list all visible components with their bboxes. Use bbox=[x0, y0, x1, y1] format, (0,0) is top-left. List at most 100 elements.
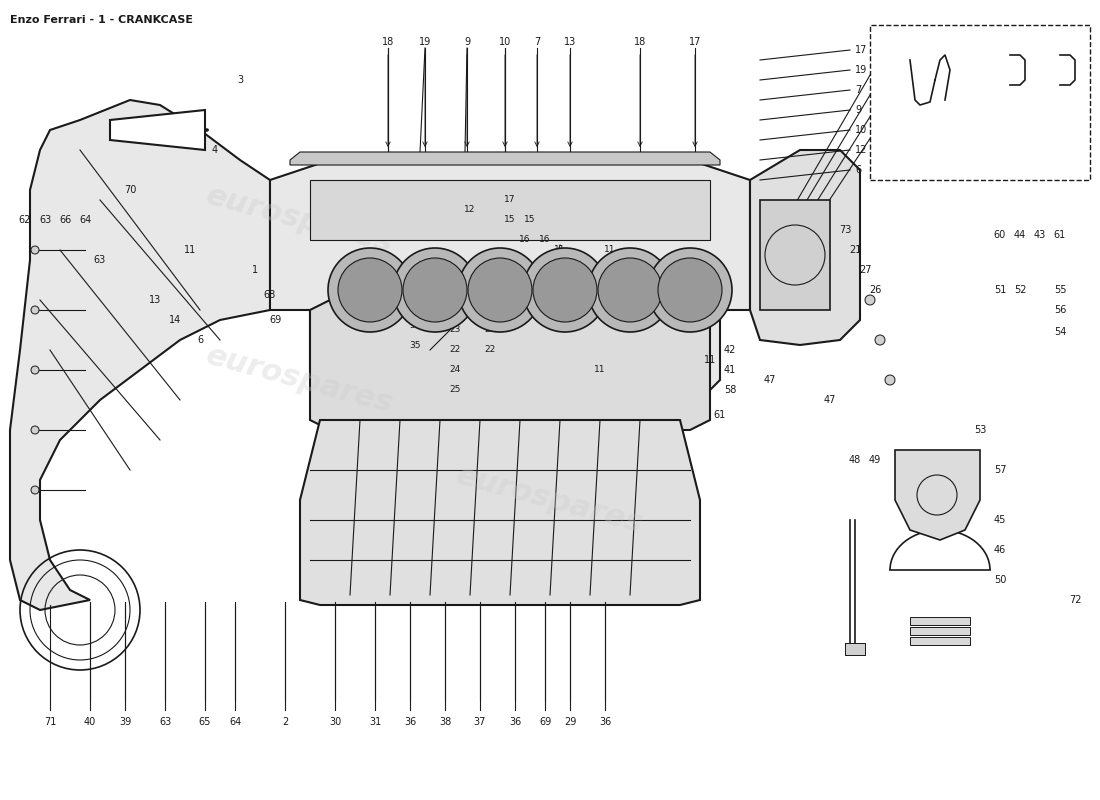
Text: 7: 7 bbox=[534, 37, 540, 47]
Text: 60: 60 bbox=[994, 230, 1006, 240]
Text: 52: 52 bbox=[1014, 285, 1026, 295]
Text: 47: 47 bbox=[763, 375, 777, 385]
Text: 31: 31 bbox=[368, 717, 381, 727]
Circle shape bbox=[865, 295, 874, 305]
Text: 30: 30 bbox=[329, 717, 341, 727]
Text: 21: 21 bbox=[883, 85, 895, 95]
Text: 62: 62 bbox=[19, 215, 31, 225]
Text: 71: 71 bbox=[44, 717, 56, 727]
Polygon shape bbox=[750, 150, 860, 345]
Text: 9: 9 bbox=[855, 105, 861, 115]
Text: 20: 20 bbox=[1014, 35, 1026, 45]
Text: 34: 34 bbox=[409, 321, 420, 330]
Text: 72: 72 bbox=[1069, 595, 1081, 605]
Text: 49: 49 bbox=[869, 455, 881, 465]
Text: 32: 32 bbox=[409, 255, 420, 265]
Circle shape bbox=[338, 258, 402, 322]
Text: 24: 24 bbox=[450, 366, 461, 374]
Circle shape bbox=[31, 486, 38, 494]
Text: Vedi Tav. 101
See Tab. 101: Vedi Tav. 101 See Tab. 101 bbox=[980, 110, 1057, 130]
Text: 36: 36 bbox=[598, 717, 612, 727]
Text: 15: 15 bbox=[525, 215, 536, 225]
Text: 13: 13 bbox=[564, 37, 576, 47]
Text: 73: 73 bbox=[839, 225, 851, 235]
Text: eurospares: eurospares bbox=[204, 341, 397, 419]
Polygon shape bbox=[300, 420, 700, 605]
Text: 45: 45 bbox=[993, 515, 1007, 525]
Text: 40: 40 bbox=[84, 717, 96, 727]
Polygon shape bbox=[10, 100, 269, 610]
Text: 54: 54 bbox=[1054, 327, 1066, 337]
Circle shape bbox=[598, 258, 662, 322]
Polygon shape bbox=[110, 110, 205, 150]
Bar bbox=[910, 637, 970, 645]
Text: 38: 38 bbox=[439, 717, 451, 727]
Text: 37: 37 bbox=[474, 717, 486, 727]
Text: 42: 42 bbox=[724, 345, 736, 355]
Text: 36: 36 bbox=[509, 717, 521, 727]
Text: 27: 27 bbox=[859, 265, 871, 275]
Text: Enzo Ferrari - 1 - CRANKCASE: Enzo Ferrari - 1 - CRANKCASE bbox=[10, 15, 192, 25]
Bar bbox=[845, 643, 865, 655]
Circle shape bbox=[886, 375, 895, 385]
Polygon shape bbox=[310, 180, 710, 240]
Text: 16: 16 bbox=[519, 235, 530, 245]
Text: 29: 29 bbox=[564, 717, 576, 727]
Polygon shape bbox=[290, 152, 720, 165]
Text: 12: 12 bbox=[855, 145, 868, 155]
Text: 36: 36 bbox=[404, 717, 416, 727]
Text: 57: 57 bbox=[993, 465, 1007, 475]
Text: 1: 1 bbox=[252, 265, 258, 275]
Text: 11: 11 bbox=[184, 245, 196, 255]
Text: 21: 21 bbox=[849, 245, 861, 255]
Text: 65: 65 bbox=[199, 717, 211, 727]
Text: 61: 61 bbox=[1054, 230, 1066, 240]
Text: 41: 41 bbox=[724, 365, 736, 375]
Text: 14: 14 bbox=[169, 315, 182, 325]
Text: 50: 50 bbox=[993, 575, 1007, 585]
Circle shape bbox=[31, 306, 38, 314]
Bar bbox=[910, 617, 970, 625]
Circle shape bbox=[522, 248, 607, 332]
Text: 11: 11 bbox=[554, 246, 565, 254]
Circle shape bbox=[31, 246, 38, 254]
Text: 11: 11 bbox=[604, 246, 616, 254]
Bar bbox=[760, 200, 830, 310]
Text: 4: 4 bbox=[212, 145, 218, 155]
Text: 69: 69 bbox=[268, 315, 282, 325]
Text: 68: 68 bbox=[264, 290, 276, 300]
Text: 26: 26 bbox=[883, 129, 895, 139]
Text: 23: 23 bbox=[449, 326, 461, 334]
Circle shape bbox=[328, 248, 412, 332]
Circle shape bbox=[648, 248, 732, 332]
Text: 73: 73 bbox=[883, 65, 895, 75]
Text: eurospares: eurospares bbox=[204, 181, 397, 259]
Text: 3: 3 bbox=[236, 75, 243, 85]
Text: 46: 46 bbox=[994, 545, 1006, 555]
Text: 2: 2 bbox=[282, 717, 288, 727]
Text: 27: 27 bbox=[883, 107, 895, 117]
Text: 43: 43 bbox=[1034, 230, 1046, 240]
Polygon shape bbox=[270, 160, 750, 410]
Text: 22: 22 bbox=[484, 346, 496, 354]
Text: 22: 22 bbox=[450, 346, 461, 354]
Bar bbox=[845, 643, 865, 655]
Text: 11: 11 bbox=[704, 355, 716, 365]
Circle shape bbox=[468, 258, 532, 322]
Circle shape bbox=[458, 248, 542, 332]
Circle shape bbox=[588, 248, 672, 332]
Text: 23: 23 bbox=[484, 326, 496, 334]
Text: 58: 58 bbox=[724, 385, 736, 395]
Text: 55: 55 bbox=[1054, 285, 1066, 295]
Text: 18: 18 bbox=[382, 37, 394, 47]
Text: 19: 19 bbox=[419, 37, 431, 47]
Text: 64: 64 bbox=[79, 215, 91, 225]
Polygon shape bbox=[895, 450, 980, 540]
Text: 17: 17 bbox=[855, 45, 868, 55]
Text: 17: 17 bbox=[689, 37, 701, 47]
Text: 6: 6 bbox=[197, 335, 204, 345]
Text: 9: 9 bbox=[464, 37, 470, 47]
Circle shape bbox=[874, 335, 886, 345]
Circle shape bbox=[403, 258, 467, 322]
Circle shape bbox=[31, 366, 38, 374]
